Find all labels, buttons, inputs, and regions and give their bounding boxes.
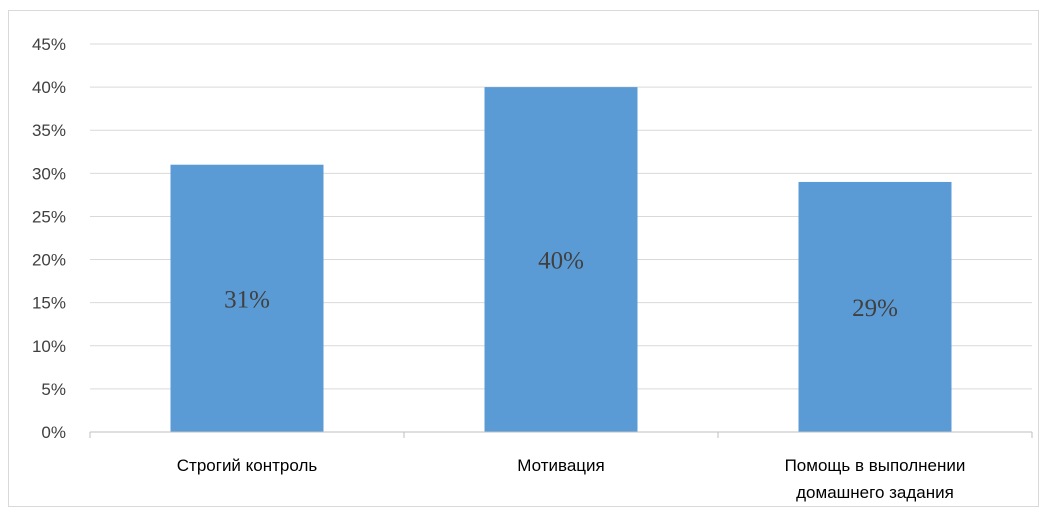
bar [170, 164, 324, 432]
data-label: 29% [852, 295, 898, 322]
data-label: 31% [224, 286, 270, 313]
x-axis-category-labels: Строгий контроль Мотивация Помощь в выполн… [177, 456, 966, 502]
y-tick-label: 35% [32, 121, 66, 140]
x-category-label: Мотивация [517, 456, 604, 475]
x-category-label: Строгий контроль [177, 456, 318, 475]
x-category-label: домашнего задания [796, 483, 954, 502]
bar [798, 181, 952, 432]
y-tick-label: 15% [32, 294, 66, 313]
bar [484, 87, 638, 432]
data-label: 40% [538, 248, 584, 275]
y-tick-label: 45% [32, 35, 66, 54]
y-tick-label: 40% [32, 78, 66, 97]
y-tick-label: 20% [32, 251, 66, 270]
y-axis-tick-labels: 0% 5% 10% 15% 20% 25% 30% 35% 40% 45% [32, 35, 66, 442]
y-tick-label: 30% [32, 164, 66, 183]
y-tick-label: 0% [41, 423, 66, 442]
y-tick-label: 25% [32, 207, 66, 226]
x-axis [89, 431, 1033, 438]
x-category-label: Помощь в выполнении [785, 456, 966, 475]
bars [170, 87, 952, 432]
data-labels: 31% 40% 29% [224, 248, 898, 322]
y-tick-label: 5% [41, 380, 66, 399]
y-tick-label: 10% [32, 337, 66, 356]
